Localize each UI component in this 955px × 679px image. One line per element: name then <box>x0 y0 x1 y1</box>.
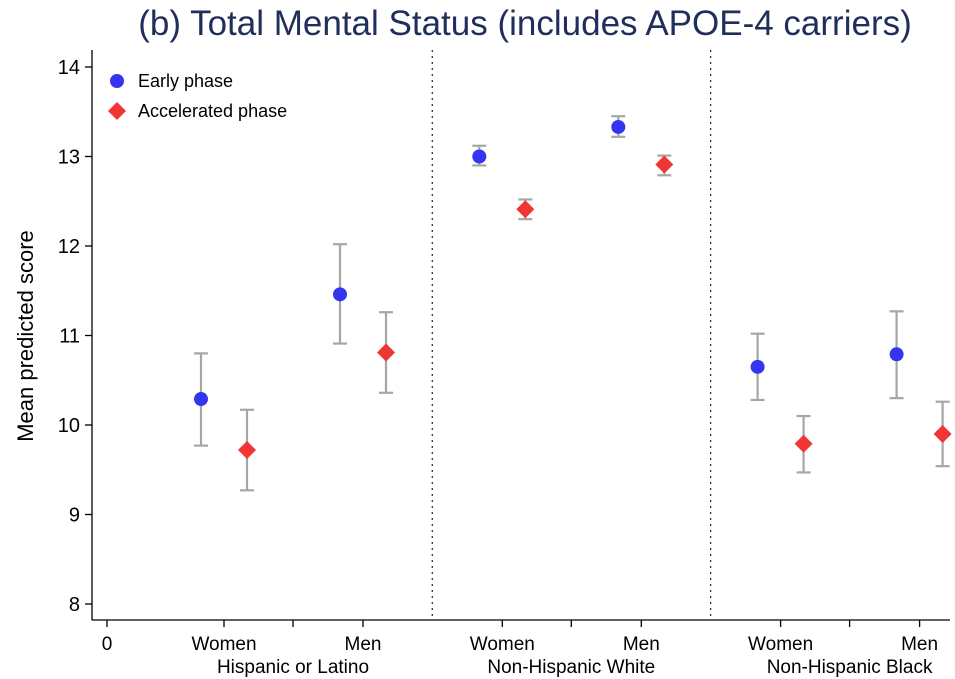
accelerated-phase-point <box>655 155 674 174</box>
y-axis-label: Mean predicted score <box>13 230 38 442</box>
early-phase-point <box>611 119 626 134</box>
group-label: Hispanic or Latino <box>217 657 369 678</box>
legend-label: Accelerated phase <box>138 101 287 121</box>
accelerated-phase-point <box>794 434 813 453</box>
y-tick-label: 10 <box>58 415 80 437</box>
early-phase-point <box>889 347 904 362</box>
x-tick-label: Men <box>345 634 382 655</box>
x-tick-label: Women <box>748 634 813 655</box>
early-phase-point <box>333 287 347 302</box>
legend-circle-icon <box>110 74 124 88</box>
legend: Early phase Accelerated phase <box>108 71 287 121</box>
legend-diamond-icon <box>108 102 126 120</box>
accelerated-phase-point <box>377 343 395 362</box>
y-tick-label: 11 <box>59 326 80 348</box>
early-phase-point <box>194 392 208 407</box>
x-tick-label: Women <box>191 634 256 655</box>
x-tick-label: Men <box>623 634 660 655</box>
x-tick-label: 0 <box>102 634 113 655</box>
group-label: Non-Hispanic White <box>487 657 655 678</box>
accelerated-phase-point <box>933 424 952 443</box>
x-tick-label: Women <box>470 634 535 655</box>
errorbars-layer <box>194 115 950 492</box>
markers-layer <box>194 119 952 460</box>
accelerated-phase-point <box>238 441 256 460</box>
legend-label: Early phase <box>138 71 233 91</box>
y-tick-label: 8 <box>69 594 80 616</box>
y-tick-label: 12 <box>58 236 80 258</box>
early-phase-point <box>472 149 487 164</box>
early-phase-point <box>750 359 765 374</box>
group-label: Non-Hispanic Black <box>767 657 933 678</box>
chart-title: (b) Total Mental Status (includes APOE-4… <box>138 4 912 43</box>
x-tick-label: Men <box>901 634 938 655</box>
y-tick-label: 13 <box>58 147 80 169</box>
accelerated-phase-point <box>516 200 535 219</box>
y-tick-label: 14 <box>58 57 80 79</box>
y-tick-label: 9 <box>69 505 80 527</box>
